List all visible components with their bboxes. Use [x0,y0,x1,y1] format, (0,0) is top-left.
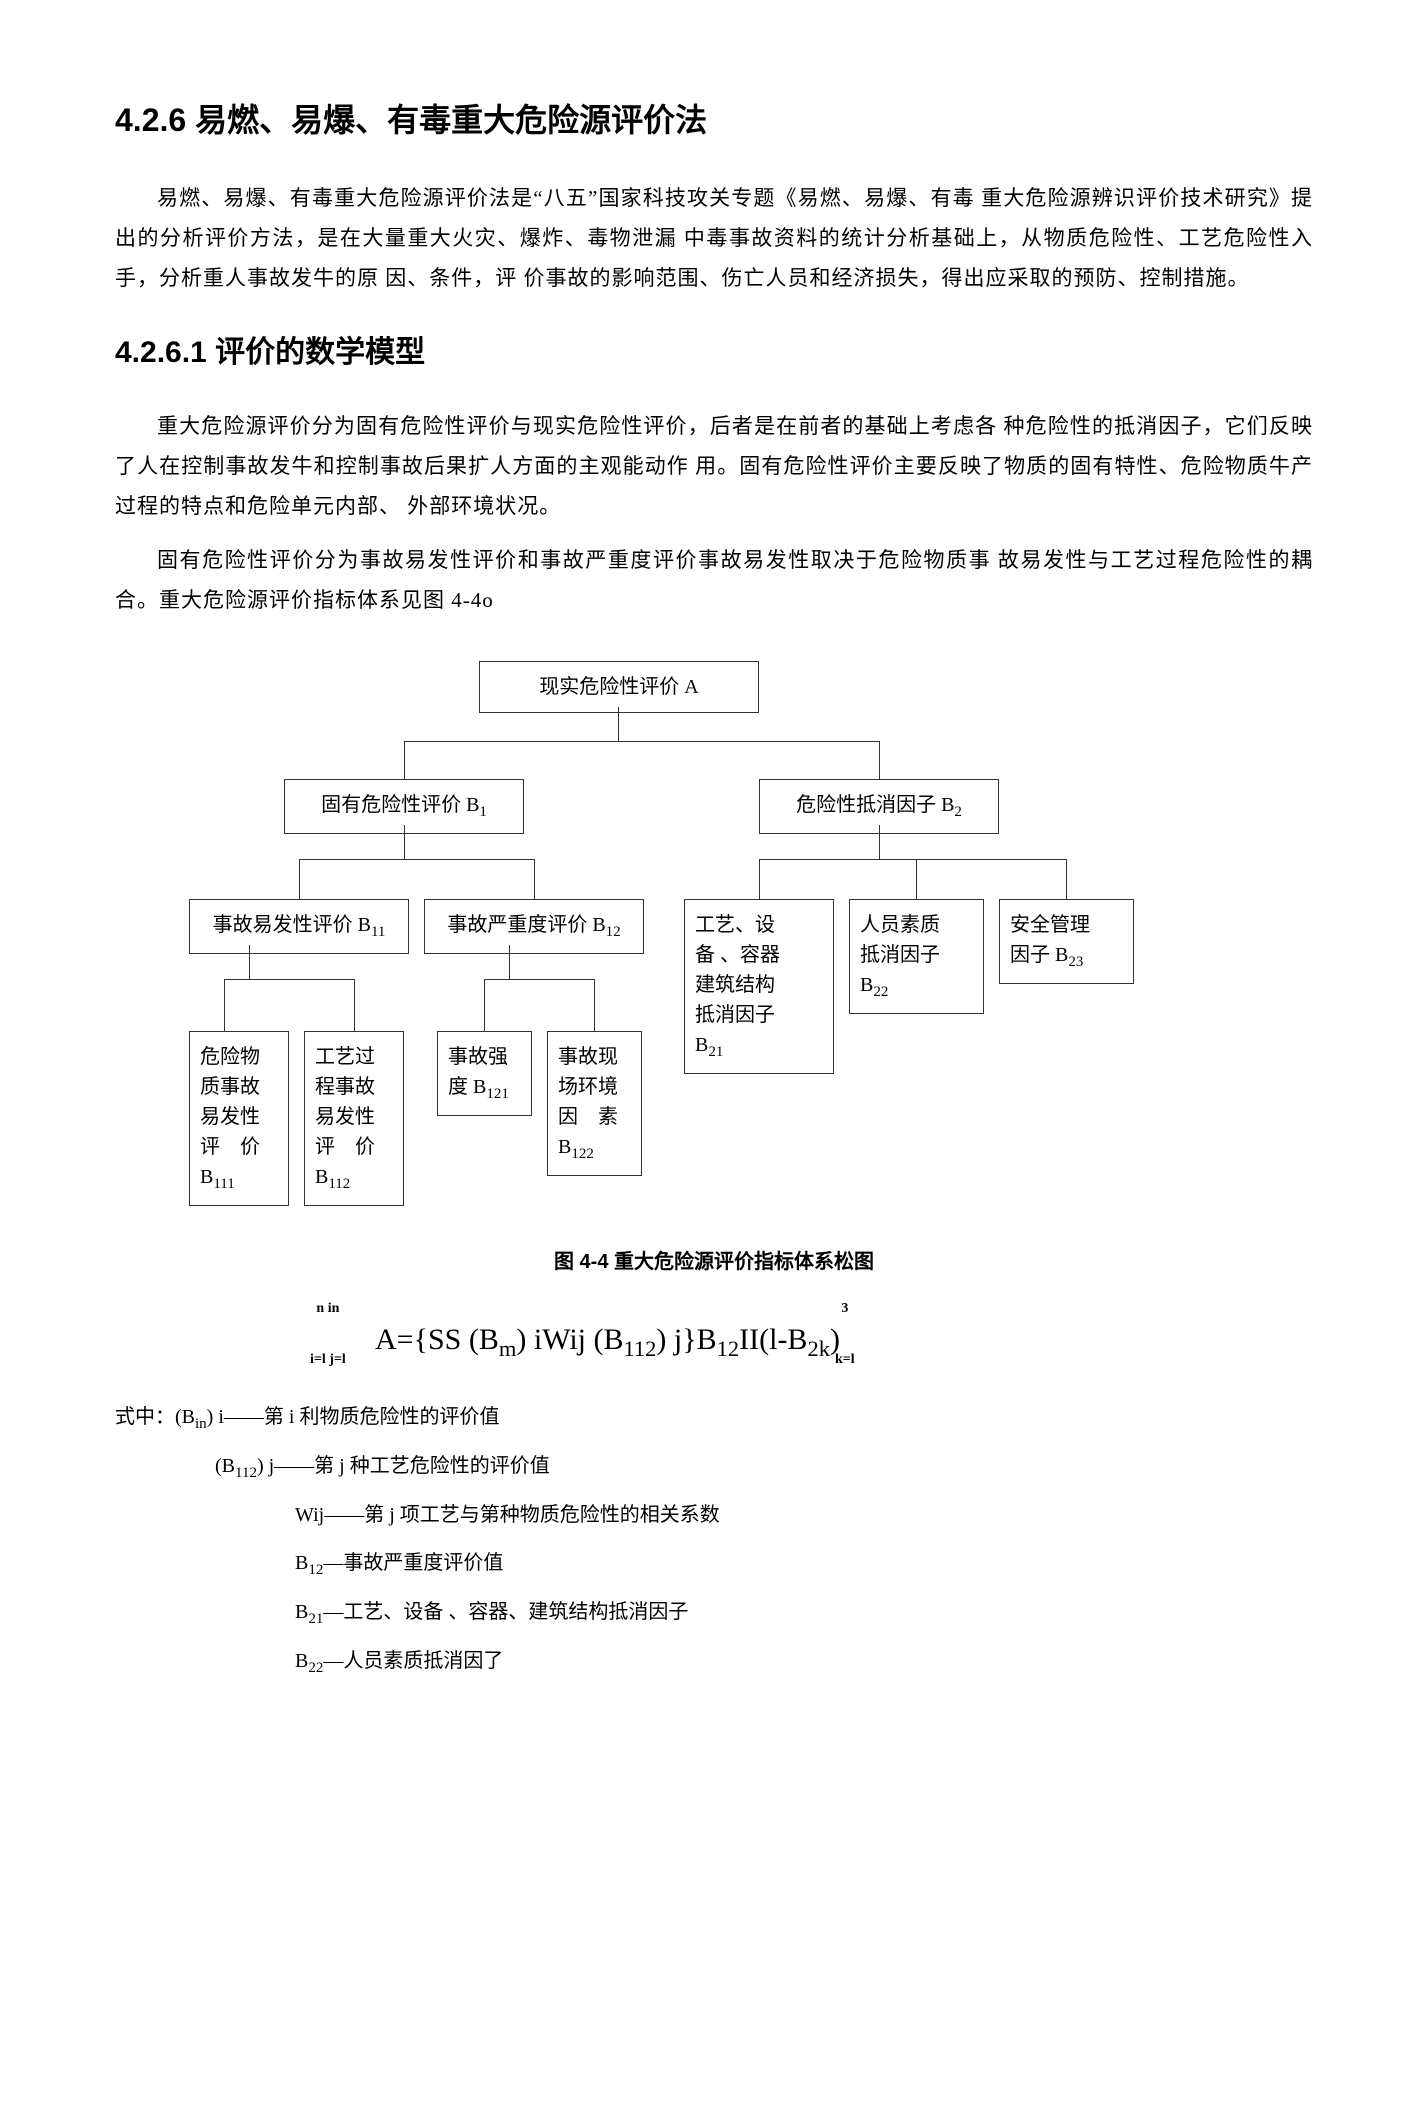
connector [404,825,405,859]
connector [224,979,354,980]
connector [509,945,510,979]
def-B22: B22—人员素质抵消因了 [295,1637,1313,1686]
connector [299,859,534,860]
connector [484,979,485,1031]
connector [299,859,300,899]
connector [879,741,880,779]
connector [404,741,879,742]
node-B121: 事故强度 B121 [437,1031,532,1117]
connector [354,979,355,1031]
connector [916,859,917,899]
node-B122: 事故现场环境因 素B122 [547,1031,642,1177]
node-root-A: 现实危险性评价 A [479,661,759,713]
def-B21: B21—工艺、设备 、容器、建筑结构抵消因子 [295,1588,1313,1637]
def-Wij: Wij——第 j 项工艺与第种物质危险性的相关系数 [295,1491,1313,1539]
def-B12: B12—事故严重度评价值 [295,1539,1313,1588]
connector [404,741,405,779]
node-B23: 安全管理因子 B23 [999,899,1134,985]
formula-block: n in i=l j=l A={SS (Bm) iWij (B112) j}B1… [115,1301,1313,1371]
connector [484,979,594,980]
section-heading-4-2-6: 4.2.6 易燃、易爆、有毒重大危险源评价法 [115,90,1313,151]
hierarchy-diagram: 现实危险性评价 A 固有危险性评价 B1 危险性抵消因子 B2 事故易发性评价 … [189,661,1239,1221]
node-B111: 危险物质事故易发性评 价B111 [189,1031,289,1207]
paragraph-model-1: 重大危险源评价分为固有危险性评价与现实危险性评价，后者是在前者的基础上考虑各 种… [115,407,1313,527]
connector [224,979,225,1031]
figure-caption-4-4: 图 4-4 重大危险源评价指标体系松图 [115,1243,1313,1281]
node-B21: 工艺、设备 、容器建筑结构抵消因子B21 [684,899,834,1075]
formula-limits-right: 3 k=l [835,1301,855,1369]
definitions-list: 式中：(Bin) i——第 i 利物质危险性的评价值 (B112) j——第 j… [115,1393,1313,1686]
connector [534,859,535,899]
paragraph-intro: 易燃、易爆、有毒重大危险源评价法是“八五”国家科技攻关专题《易燃、易爆、有毒 重… [115,179,1313,299]
connector [759,859,760,899]
node-B12: 事故严重度评价 B12 [424,899,644,955]
section-heading-4-2-6-1: 4.2.6.1 评价的数学模型 [115,324,1313,381]
formula-main: A={SS (Bm) iWij (B112) j}B12II(l-B2k) [375,1311,840,1371]
paragraph-model-2: 固有危险性评价分为事故易发性评价和事故严重度评价事故易发性取决于危险物质事 故易… [115,541,1313,621]
connector [1066,859,1067,899]
def-B112j: (B112) j——第 j 种工艺危险性的评价值 [215,1442,1313,1491]
connector [759,859,1066,860]
connector [249,945,250,979]
formula-limits-left: n in i=l j=l [310,1301,346,1369]
node-B11: 事故易发性评价 B11 [189,899,409,955]
node-root-label: 现实危险性评价 A [539,676,698,698]
connector [879,825,880,859]
connector [618,707,619,741]
node-B112: 工艺过程事故易发性评 价B112 [304,1031,404,1207]
def-Bin: 式中：(Bin) i——第 i 利物质危险性的评价值 [115,1393,1313,1442]
connector [594,979,595,1031]
node-B22: 人员素质抵消因子B22 [849,899,984,1015]
